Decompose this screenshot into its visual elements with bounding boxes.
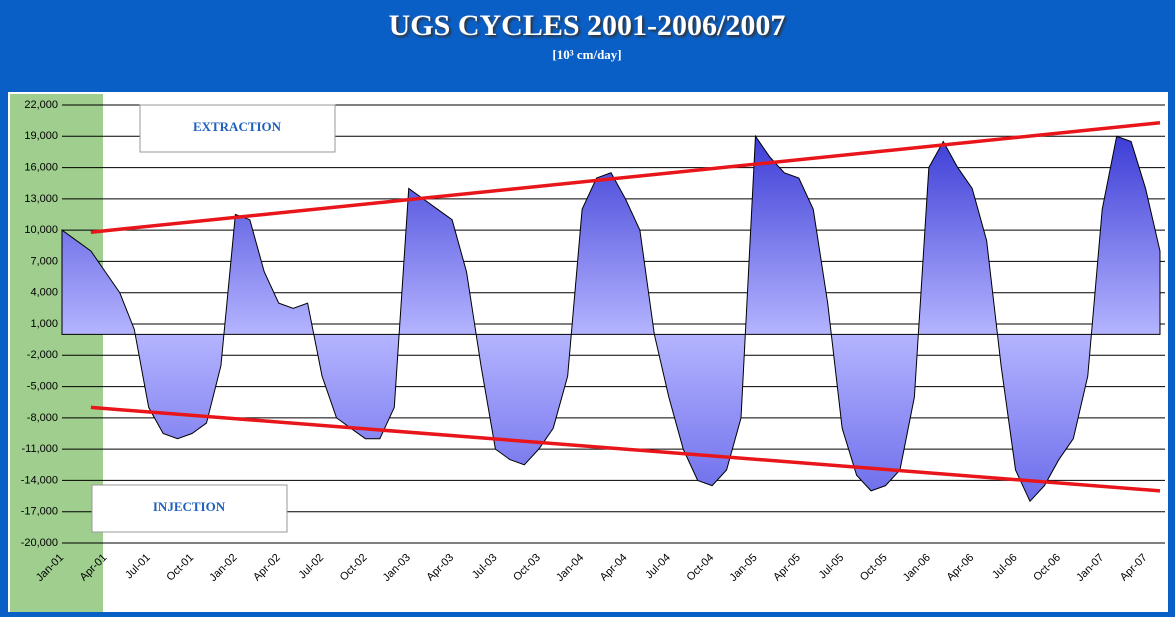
y-tick-label: 1,000 [30, 318, 58, 330]
y-tick-label: -14,000 [21, 474, 58, 486]
y-tick-label: 4,000 [30, 287, 58, 299]
y-tick-label: -5,000 [27, 380, 58, 392]
y-tick-label: 16,000 [24, 161, 58, 173]
y-tick-label: 13,000 [24, 193, 58, 205]
annotation-box [139, 104, 336, 153]
annotation: EXTRACTION [193, 119, 282, 134]
y-tick-label: -8,000 [27, 412, 58, 424]
annotation: INJECTION [153, 499, 226, 514]
chart-title: UGS CYCLES 2001-2006/2007 [389, 9, 786, 42]
y-tick-label: -11,000 [22, 443, 59, 455]
trend-line [90, 120, 1161, 234]
area [61, 134, 1161, 503]
chart-subtitle: [10³ cm/day] [552, 47, 621, 62]
y-tick-label: -20,000 [21, 537, 58, 549]
trend-line [90, 405, 1161, 493]
y-tick-label: 7,000 [30, 255, 58, 267]
y-tick-label: 10,000 [24, 224, 58, 236]
highlight-band [10, 94, 103, 612]
y-tick-label: -2,000 [27, 349, 58, 361]
y-tick-label: 19,000 [24, 130, 58, 142]
y-tick-label: 22,000 [24, 99, 58, 111]
y-tick-label: -17,000 [21, 506, 58, 518]
annotation-box [91, 484, 288, 533]
